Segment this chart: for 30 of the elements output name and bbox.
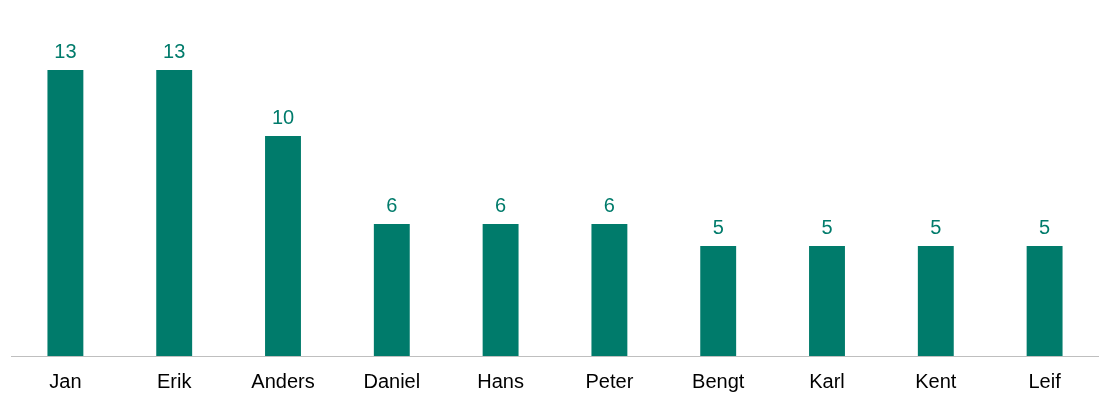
x-tick-label: Erik bbox=[156, 369, 193, 392]
bar bbox=[591, 224, 628, 356]
x-tick-label: Leif bbox=[1028, 369, 1062, 392]
data-label: 5 bbox=[1039, 215, 1051, 238]
bar bbox=[47, 70, 84, 356]
bar bbox=[917, 246, 954, 356]
bar bbox=[373, 224, 410, 356]
x-tick-label: Kent bbox=[915, 369, 957, 392]
data-label: 5 bbox=[930, 215, 942, 238]
bar bbox=[809, 246, 845, 356]
bar bbox=[156, 70, 193, 356]
x-tick-label: Daniel bbox=[363, 369, 421, 392]
bar bbox=[700, 246, 737, 356]
x-tick-label: Jan bbox=[49, 369, 82, 392]
data-label: 5 bbox=[821, 215, 833, 238]
bar bbox=[1026, 246, 1063, 356]
x-tick-label: Peter bbox=[585, 369, 634, 392]
x-tick-label: Hans bbox=[477, 369, 524, 392]
data-label: 5 bbox=[712, 215, 724, 238]
bar bbox=[482, 224, 519, 356]
data-label: 6 bbox=[603, 193, 615, 216]
x-tick-label: Karl bbox=[809, 369, 845, 392]
data-label: 13 bbox=[54, 39, 77, 62]
data-label: 13 bbox=[163, 39, 186, 62]
data-label: 10 bbox=[271, 105, 295, 128]
bar bbox=[265, 136, 301, 356]
data-label: 6 bbox=[495, 193, 507, 216]
data-label: 6 bbox=[386, 193, 398, 216]
x-tick-label: Anders bbox=[251, 369, 315, 392]
x-tick-label: Bengt bbox=[692, 369, 745, 392]
